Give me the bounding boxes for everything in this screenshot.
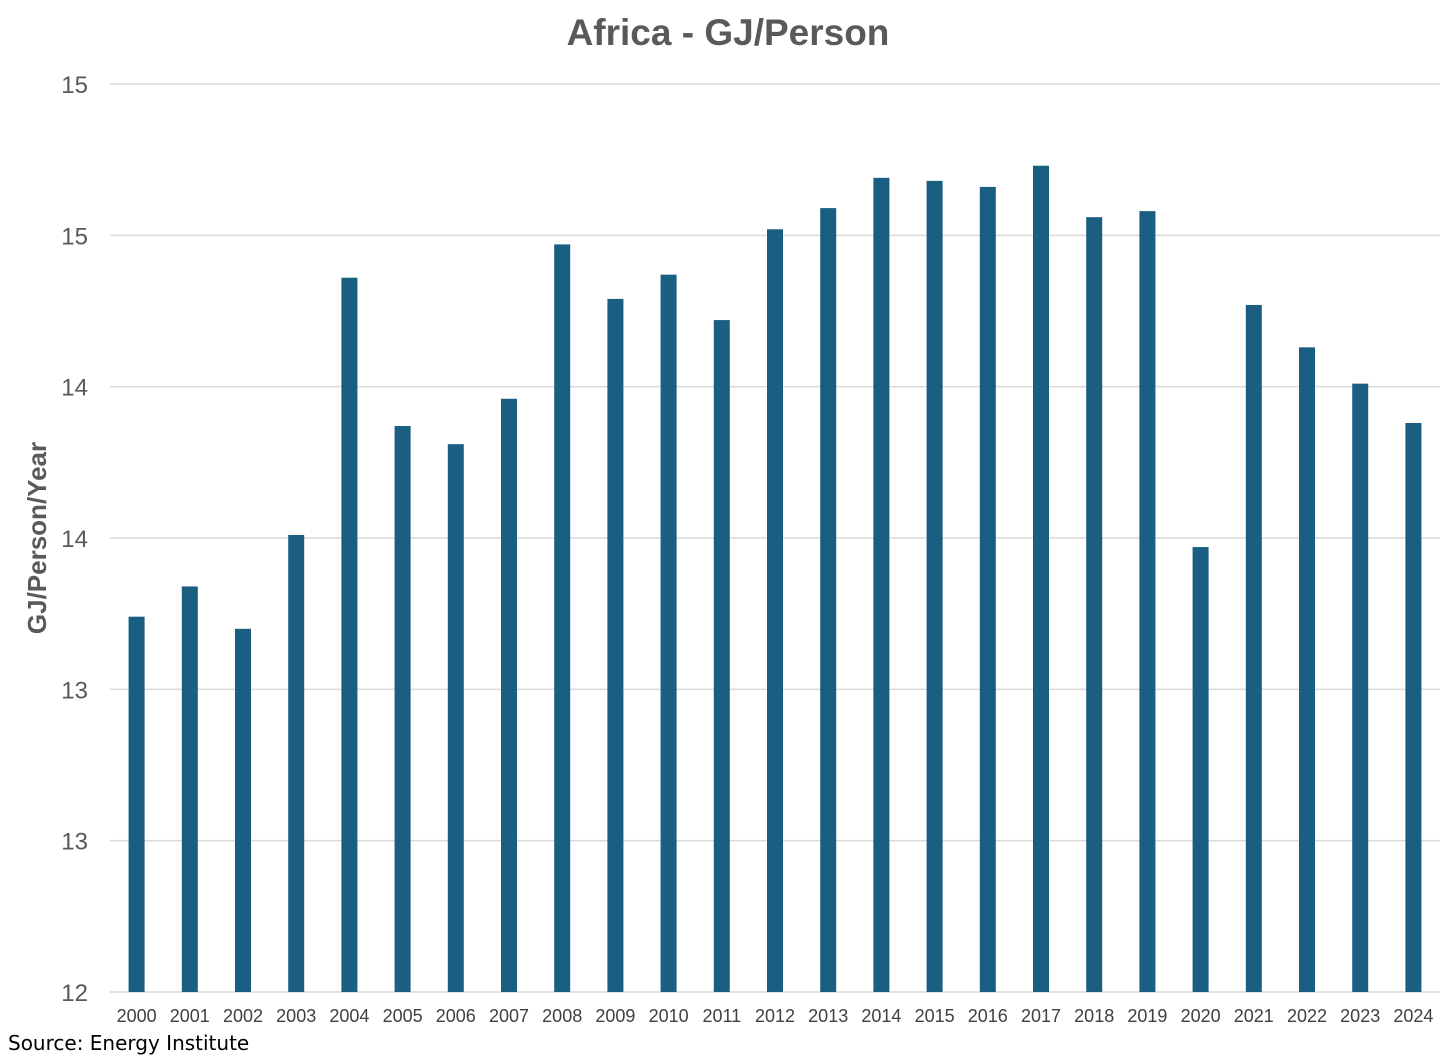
source-note: Source: Energy Institute [8, 1031, 250, 1055]
bar-2012 [767, 229, 783, 992]
x-tick-label: 2013 [808, 1006, 848, 1026]
y-tick-label: 14 [61, 526, 88, 553]
bar-2008 [554, 244, 571, 992]
bar-2007 [501, 398, 517, 993]
bar-2022 [1299, 347, 1315, 992]
bar-2005 [394, 426, 411, 993]
x-tick-label: 2019 [1127, 1006, 1167, 1026]
bar-2024 [1405, 422, 1422, 992]
x-tick-label: 2012 [755, 1006, 795, 1026]
bar-2017 [1033, 165, 1049, 993]
x-axis-ticks: 2000 2001 2002 2003 2004 2005 2006 2007 2008 2009… [117, 1006, 1434, 1026]
bar-2020 [1192, 547, 1209, 992]
bar-2021 [1245, 304, 1262, 992]
chart-title: Africa - GJ/Person [566, 12, 890, 53]
bar-2000 [128, 616, 145, 992]
bar-2009 [607, 298, 624, 993]
bar-2018 [1086, 217, 1103, 992]
bar-2010 [660, 274, 677, 992]
x-tick-label: 2015 [915, 1006, 955, 1026]
x-tick-label: 2023 [1340, 1006, 1380, 1026]
x-tick-label: 2017 [1021, 1006, 1061, 1026]
x-tick-label: 2000 [117, 1006, 157, 1026]
x-tick-label: 2004 [329, 1006, 369, 1026]
bar-2001 [181, 586, 198, 992]
y-tick-label: 14 [61, 375, 88, 402]
x-tick-label: 2010 [649, 1006, 689, 1026]
x-tick-label: 2005 [383, 1006, 423, 1026]
x-tick-label: 2001 [170, 1006, 210, 1026]
y-tick-label: 13 [61, 677, 88, 704]
x-tick-label: 2003 [276, 1006, 316, 1026]
x-tick-label: 2021 [1234, 1006, 1274, 1026]
bar-2003 [288, 534, 305, 992]
x-tick-label: 2020 [1181, 1006, 1221, 1026]
bar-2019 [1139, 211, 1156, 992]
bar-2002 [235, 628, 251, 992]
bar-2016 [979, 186, 996, 992]
bar-2014 [873, 177, 890, 992]
x-tick-label: 2016 [968, 1006, 1008, 1026]
x-tick-label: 2009 [595, 1006, 635, 1026]
y-tick-label: 12 [61, 980, 88, 1007]
bar-2023 [1352, 383, 1369, 992]
bar-2006 [447, 444, 464, 992]
x-tick-label: 2018 [1074, 1006, 1114, 1026]
bar-2013 [820, 208, 837, 993]
bar-2011 [713, 320, 730, 993]
x-tick-label: 2006 [436, 1006, 476, 1026]
y-tick-label: 13 [61, 829, 88, 856]
x-tick-label: 2011 [702, 1006, 741, 1026]
x-tick-label: 2002 [223, 1006, 263, 1026]
x-tick-label: 2022 [1287, 1006, 1327, 1026]
x-tick-label: 2008 [542, 1006, 582, 1026]
y-axis-label: GJ/Person/Year [22, 442, 52, 634]
y-tick-label: 15 [61, 72, 88, 99]
bars [128, 165, 1422, 993]
bar-2015 [926, 180, 943, 992]
x-tick-label: 2024 [1393, 1006, 1433, 1026]
x-tick-label: 2014 [861, 1006, 901, 1026]
bar-2004 [341, 277, 358, 992]
y-axis-ticks: 12 13 13 14 14 15 15 [61, 72, 88, 1007]
x-tick-label: 2007 [489, 1006, 529, 1026]
y-tick-label: 15 [61, 223, 88, 250]
